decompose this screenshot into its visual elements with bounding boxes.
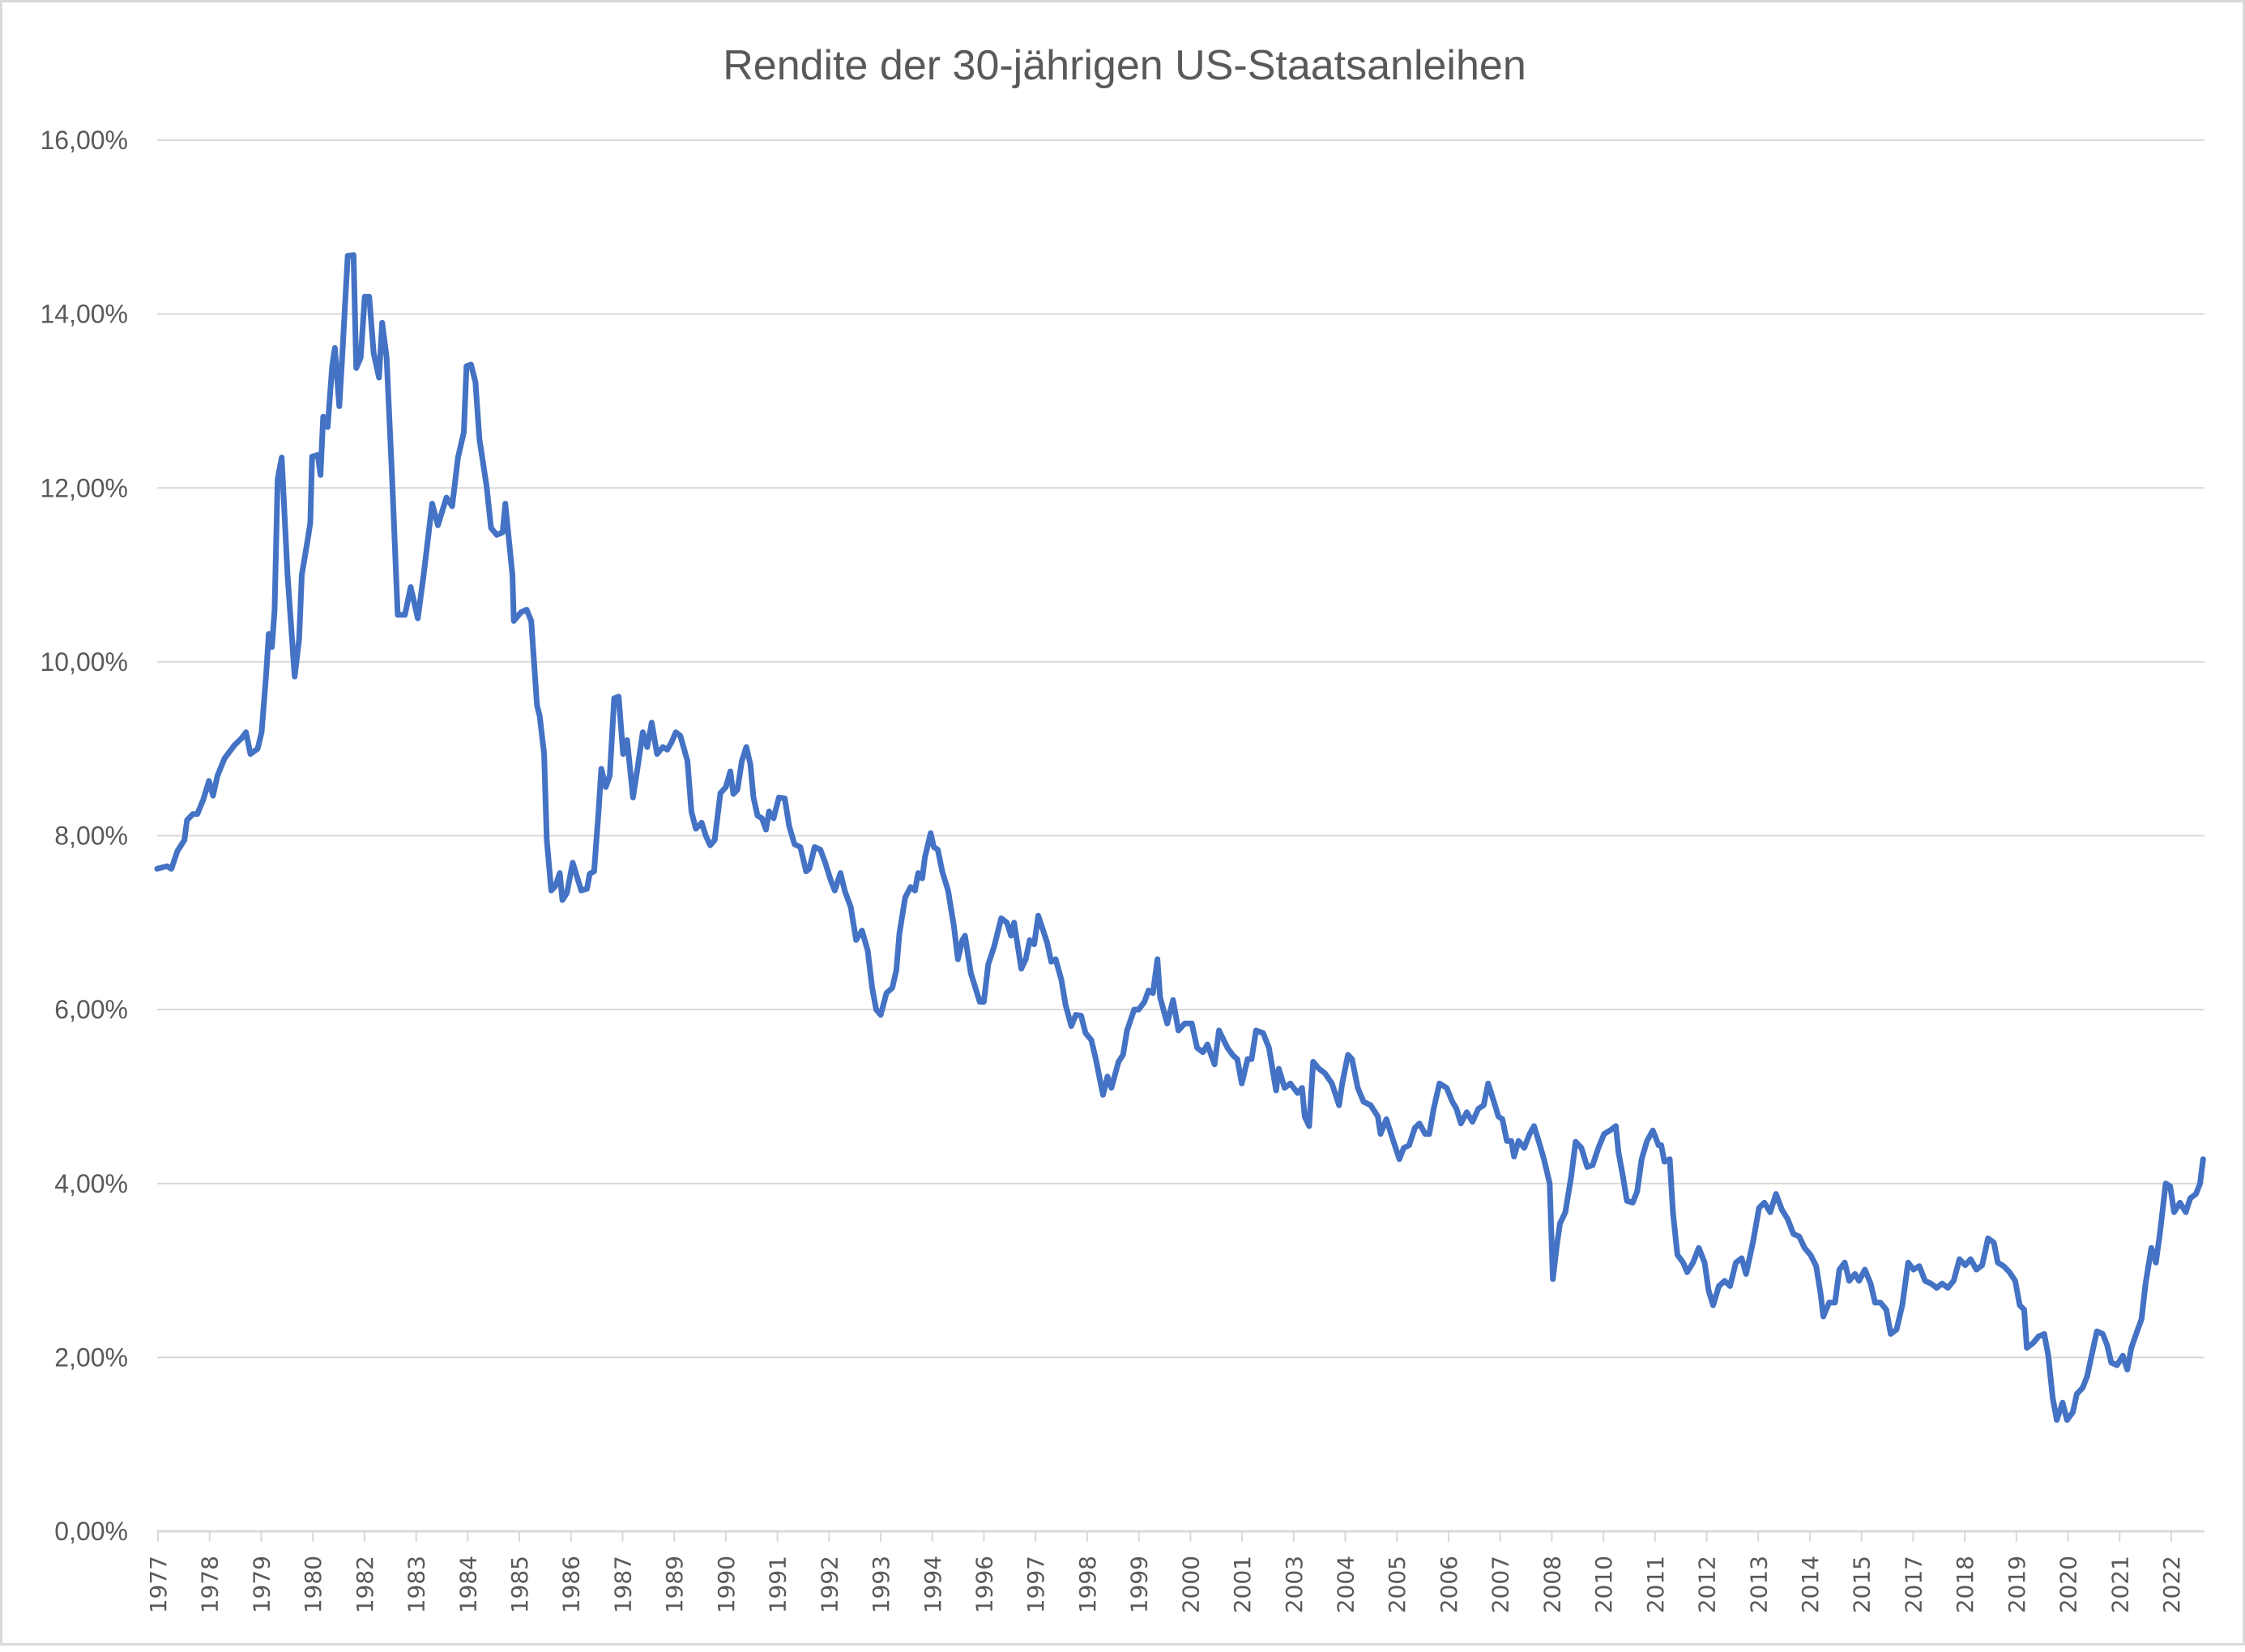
- series-line: [154, 252, 2206, 1424]
- x-tick-label: 2007: [1487, 1556, 1514, 1613]
- x-tick-label: 2005: [1384, 1556, 1411, 1613]
- x-tick-label: 1991: [765, 1556, 792, 1613]
- y-tick-label: 0,00%: [54, 1517, 128, 1546]
- x-tick-label: 1978: [197, 1556, 224, 1613]
- x-tick-label: 1986: [558, 1556, 585, 1613]
- y-axis-labels: 0,00% 2,00% 4,00% 6,00% 8,00% 10,00% 12,00% 14,…: [40, 126, 128, 1546]
- x-tick-label: 1977: [145, 1556, 172, 1613]
- y-tick-label: 12,00%: [40, 473, 128, 502]
- x-tick-label: 2001: [1229, 1556, 1256, 1613]
- x-tick-label: 2018: [1952, 1556, 1978, 1613]
- y-tick-label: 2,00%: [54, 1343, 128, 1372]
- x-tick-label: 1993: [868, 1556, 894, 1613]
- x-tick-label: 2022: [2158, 1556, 2185, 1613]
- x-tick-label: 1985: [506, 1556, 533, 1613]
- x-tick-label: 2010: [1590, 1556, 1617, 1613]
- x-tick-label: 1994: [920, 1556, 946, 1613]
- x-tick-label: 2012: [1694, 1556, 1721, 1613]
- x-axis: 1977 1978 1979 1980 1982 1983 1984 1985 1986 1987…: [145, 1531, 2185, 1613]
- y-tick-label: 4,00%: [54, 1169, 128, 1198]
- x-tick-label: 2019: [2004, 1556, 2030, 1613]
- x-tick-label: 2014: [1797, 1556, 1824, 1613]
- x-tick-label: 1979: [248, 1556, 275, 1613]
- x-tick-label: 1999: [1126, 1556, 1153, 1613]
- y-tick-label: 6,00%: [54, 995, 128, 1024]
- x-tick-label: 1990: [713, 1556, 740, 1613]
- x-tick-label: 2006: [1436, 1556, 1462, 1613]
- x-tick-label: 1998: [1074, 1556, 1101, 1613]
- x-tick-label: 2020: [2055, 1556, 2082, 1613]
- y-tick-label: 14,00%: [40, 300, 128, 329]
- x-tick-label: 2000: [1177, 1556, 1204, 1613]
- x-tick-label: 2021: [2106, 1556, 2133, 1613]
- gridlines: [157, 139, 2204, 1533]
- x-tick-label: 1989: [661, 1556, 688, 1613]
- x-tick-label: 1983: [403, 1556, 430, 1613]
- x-tick-label: 1984: [455, 1556, 481, 1613]
- y-tick-label: 10,00%: [40, 647, 128, 677]
- x-tick-label: 1982: [352, 1556, 378, 1613]
- x-tick-label: 2008: [1539, 1556, 1565, 1613]
- y-tick-label: 16,00%: [40, 126, 128, 155]
- x-tick-label: 2003: [1281, 1556, 1308, 1613]
- x-tick-label: 1987: [609, 1556, 636, 1613]
- x-tick-label: 2015: [1849, 1556, 1876, 1613]
- chart-title: Rendite der 30-jährigen US-Staatsanleihe…: [723, 42, 1526, 89]
- x-tick-label: 1992: [816, 1556, 843, 1613]
- y-tick-label: 8,00%: [54, 822, 128, 851]
- x-tick-label: 2013: [1745, 1556, 1772, 1613]
- x-tick-label: 1996: [971, 1556, 997, 1613]
- x-tick-label: 1997: [1022, 1556, 1049, 1613]
- x-tick-label: 2004: [1333, 1556, 1359, 1613]
- x-tick-label: 2011: [1642, 1556, 1669, 1613]
- series-group: [154, 252, 2206, 1424]
- x-tick-label: 2017: [1900, 1556, 1927, 1613]
- x-tick-label: 1980: [300, 1556, 327, 1613]
